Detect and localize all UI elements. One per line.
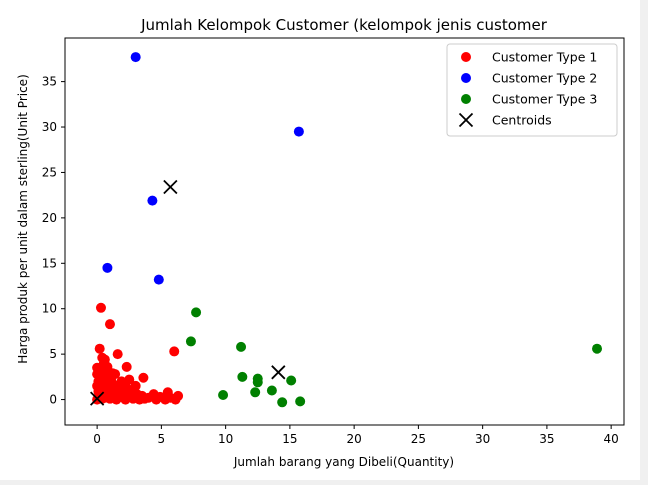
data-point <box>185 336 196 347</box>
data-point <box>250 387 261 398</box>
data-point <box>252 377 263 388</box>
data-point <box>138 372 149 383</box>
data-point <box>103 370 114 381</box>
y-tick-label: 35 <box>42 75 57 89</box>
data-point <box>169 346 180 357</box>
data-point <box>92 369 103 380</box>
x-tick-label: 35 <box>539 432 554 446</box>
x-tick-label: 0 <box>93 432 101 446</box>
legend-label: Customer Type 3 <box>492 92 597 107</box>
data-point <box>237 371 248 382</box>
chart-title: Jumlah Kelompok Customer (kelompok jenis… <box>140 16 548 34</box>
data-point <box>277 397 288 408</box>
data-point <box>592 343 603 354</box>
x-tick-label: 30 <box>475 432 490 446</box>
data-point <box>236 341 247 352</box>
y-tick-label: 15 <box>42 256 57 270</box>
data-point <box>112 349 123 360</box>
data-point <box>104 319 115 330</box>
centroid-marker <box>271 365 286 380</box>
plot-area: 0 5 10 15 20 25 30 35 40 0 5 10 15 20 25 30 35 <box>42 37 625 446</box>
data-point <box>153 274 164 285</box>
data-point <box>293 126 304 137</box>
centroid-marker-stroke-b <box>89 391 105 406</box>
x-tick-label: 25 <box>411 432 426 446</box>
legend-marker <box>461 94 471 104</box>
legend-marker-stroke-b <box>458 112 474 128</box>
figure: Jumlah Kelompok Customer (kelompok jenis… <box>0 0 640 480</box>
data-point <box>147 195 158 206</box>
data-point <box>102 262 113 273</box>
y-tick-label: 20 <box>42 211 57 225</box>
x-tick-label: 20 <box>346 432 361 446</box>
scatter-chart: Jumlah Kelompok Customer (kelompok jenis… <box>16 16 625 469</box>
x-tick-label: 40 <box>604 432 619 446</box>
data-point <box>286 375 297 386</box>
x-tick-label: 15 <box>282 432 297 446</box>
data-point <box>94 343 105 354</box>
centroid-marker <box>89 391 105 406</box>
data-point <box>266 385 277 396</box>
legend-label: Customer Type 1 <box>492 50 597 65</box>
centroid-marker-stroke-b <box>271 365 286 380</box>
data-point <box>191 307 202 318</box>
data-point <box>110 390 121 401</box>
data-point <box>130 380 141 391</box>
legend-label: Centroids <box>492 113 552 128</box>
y-tick-label: 25 <box>42 165 57 179</box>
data-point <box>115 383 126 394</box>
centroid-marker-stroke-b <box>163 179 178 195</box>
legend-box <box>446 43 618 137</box>
legend: Customer Type 1 Customer Type 2 Customer T… <box>446 43 618 137</box>
legend-label: Customer Type 2 <box>492 71 597 86</box>
y-axis-label: Harga produk per unit dalam sterling(Uni… <box>16 74 30 364</box>
legend-marker <box>461 52 471 62</box>
x-tick-label: 5 <box>158 432 166 446</box>
data-point <box>173 390 184 401</box>
legend-marker <box>458 112 474 128</box>
y-tick-label: 0 <box>49 393 57 407</box>
centroid-marker <box>163 179 178 195</box>
y-tick-label: 10 <box>42 302 57 316</box>
data-point <box>95 302 106 313</box>
y-tick-label: 5 <box>49 347 57 361</box>
x-tick-label: 10 <box>218 432 233 446</box>
x-axis-label: Jumlah barang yang Dibeli(Quantity) <box>233 455 454 469</box>
y-tick-label: 30 <box>42 120 57 134</box>
data-point <box>130 52 141 63</box>
legend-marker <box>461 73 471 83</box>
plot-frame <box>64 37 625 426</box>
data-point <box>218 390 229 401</box>
data-point <box>124 374 135 385</box>
data-point <box>295 396 306 407</box>
data-point <box>121 361 132 372</box>
data-point <box>129 390 140 401</box>
